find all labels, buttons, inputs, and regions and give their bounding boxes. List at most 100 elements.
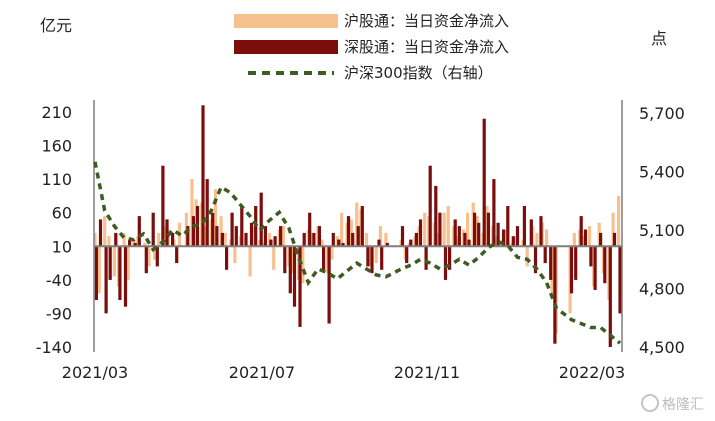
bar-sz-connect xyxy=(593,246,597,290)
bar-sh-connect xyxy=(122,232,126,247)
bar-sh-connect xyxy=(126,246,130,280)
bar-sz-connect xyxy=(457,226,461,247)
bar-sz-connect xyxy=(94,246,98,300)
bar-sz-connect xyxy=(273,236,277,247)
bar-sz-connect xyxy=(467,239,471,247)
bar-sh-connect xyxy=(384,232,388,247)
bar-sz-connect xyxy=(502,229,506,247)
bar-sz-connect xyxy=(279,226,283,247)
bar-sh-connect xyxy=(611,212,615,247)
series-sh-connect-bars xyxy=(93,179,621,334)
bar-sz-connect xyxy=(360,206,364,247)
bar-sh-connect xyxy=(349,219,353,247)
bar-sz-connect xyxy=(477,222,481,247)
left-axis-title: 亿元 xyxy=(40,16,72,35)
legend-label-sh-connect: 沪股通：当日资金净流入 xyxy=(344,12,509,30)
bar-sz-connect xyxy=(385,242,389,247)
bar-sz-connect xyxy=(240,206,244,247)
bar-sz-connect xyxy=(453,219,457,247)
bar-sz-connect xyxy=(608,246,612,347)
bar-sz-connect xyxy=(205,179,209,247)
x-tick-label: 2021/07 xyxy=(229,363,295,382)
bar-sh-connect xyxy=(103,216,107,247)
legend: 沪股通：当日资金净流入 深股通：当日资金净流入 沪深300指数（右轴） xyxy=(234,12,509,82)
bar-sz-connect xyxy=(230,212,234,247)
left-tick-label: 160 xyxy=(41,137,72,156)
bar-sh-connect xyxy=(340,212,344,247)
bar-sz-connect xyxy=(244,232,248,247)
bar-sh-connect xyxy=(525,246,529,267)
bar-sh-connect xyxy=(213,189,218,247)
bar-sz-connect xyxy=(302,232,306,247)
bar-sz-connect xyxy=(144,246,148,274)
watermark-logo-icon xyxy=(641,394,659,412)
bar-sz-connect xyxy=(234,226,238,247)
bar-sh-connect xyxy=(223,232,227,247)
bar-sh-connect xyxy=(112,246,116,277)
bar-sz-connect xyxy=(171,232,175,247)
bar-sh-connect xyxy=(272,246,276,270)
bar-sz-connect xyxy=(249,222,254,247)
bar-sz-connect xyxy=(515,226,520,247)
bar-sz-connect xyxy=(583,229,587,247)
watermark-text: 格隆汇 xyxy=(662,397,704,413)
bar-sz-connect xyxy=(322,246,326,270)
bar-sz-connect xyxy=(155,246,159,267)
bar-sz-connect xyxy=(529,219,533,247)
right-tick-label: 5,700 xyxy=(639,104,685,123)
bar-sz-connect xyxy=(133,242,137,247)
bar-sz-connect xyxy=(308,212,312,247)
bar-sz-connect xyxy=(574,246,578,280)
bar-sz-connect xyxy=(215,226,219,247)
bar-sz-connect xyxy=(409,239,413,247)
bar-sz-connect xyxy=(175,246,179,264)
bar-sz-connect xyxy=(603,246,607,284)
left-axis-ticks: 210 160 110 60 10 -40 -90 -140 xyxy=(36,103,72,357)
csi300-line xyxy=(93,161,622,345)
bar-sz-connect xyxy=(428,165,432,247)
bar-sh-connect xyxy=(442,212,446,247)
bar-sz-connect xyxy=(424,246,428,270)
bar-sz-connect xyxy=(98,219,103,247)
bar-sz-connect xyxy=(186,226,190,247)
bar-sz-connect xyxy=(151,212,155,247)
legend-swatch-sz-connect xyxy=(234,40,338,54)
bar-sz-connect xyxy=(269,239,273,247)
left-tick-label: -140 xyxy=(36,338,72,357)
bar-sh-connect xyxy=(545,229,549,247)
legend-label-csi300: 沪深300指数（右轴） xyxy=(344,64,493,82)
bar-sh-connect xyxy=(97,246,101,294)
bar-sh-connect xyxy=(364,232,369,247)
right-tick-label: 4,800 xyxy=(639,280,685,299)
x-tick-label: 2021/03 xyxy=(62,363,128,382)
bar-sh-connect xyxy=(157,232,161,247)
bar-sz-connect xyxy=(482,118,486,247)
bar-sz-connect xyxy=(553,246,557,344)
right-axis-ticks: 5,700 5,400 5,100 4,800 4,500 xyxy=(639,104,685,357)
bar-sz-connect xyxy=(539,216,543,247)
bar-sh-connect xyxy=(190,179,194,247)
bar-sz-connect xyxy=(128,239,132,247)
bar-sz-connect xyxy=(533,246,538,274)
bar-sz-connect xyxy=(351,232,355,247)
bar-sz-connect xyxy=(346,216,351,247)
right-tick-label: 4,500 xyxy=(639,338,685,357)
bar-sz-connect xyxy=(366,246,370,267)
bar-sz-connect xyxy=(123,246,128,307)
bar-sz-connect xyxy=(506,206,510,247)
legend-label-sz-connect: 深股通：当日资金净流入 xyxy=(344,38,509,56)
bar-sh-connect xyxy=(281,226,285,247)
right-tick-label: 5,100 xyxy=(639,221,685,240)
bar-sz-connect xyxy=(137,216,141,247)
bar-sz-connect xyxy=(161,165,165,247)
bar-sz-connect xyxy=(463,232,467,247)
bar-sz-connect xyxy=(418,219,423,247)
bar-sz-connect xyxy=(511,236,515,247)
bar-sz-connect xyxy=(201,105,205,247)
bar-sz-connect xyxy=(549,246,553,280)
bar-sz-connect xyxy=(283,246,287,274)
bar-sz-connect xyxy=(569,246,574,294)
left-tick-label: -40 xyxy=(46,271,72,290)
bar-sz-connect xyxy=(263,226,267,247)
